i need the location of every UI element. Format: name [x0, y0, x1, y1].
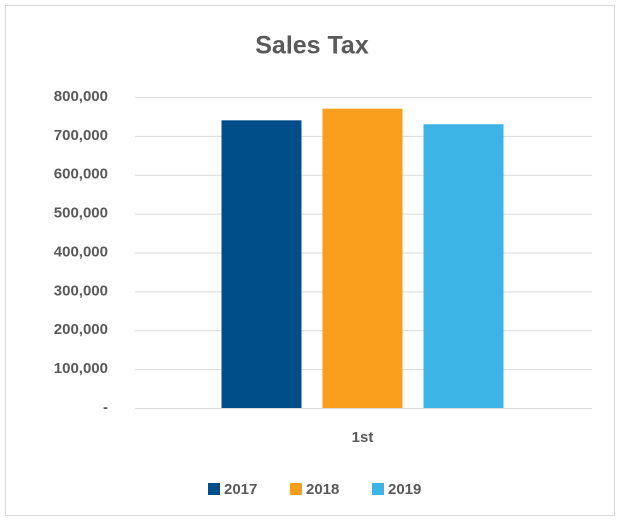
- y-tick-label: 100,000: [54, 360, 108, 377]
- y-tick-label: 500,000: [54, 205, 108, 222]
- chart-frame: [5, 5, 615, 516]
- bar: [423, 124, 504, 409]
- y-tick-label: 700,000: [54, 127, 108, 144]
- bar: [221, 120, 302, 408]
- legend-label: 2017: [224, 481, 257, 498]
- y-tick-label: -: [103, 399, 108, 416]
- bar: [322, 108, 403, 408]
- x-tick-label: 1st: [352, 429, 374, 446]
- y-tick-label: 200,000: [54, 321, 108, 338]
- legend-label: 2018: [306, 481, 339, 498]
- y-tick-label: 400,000: [54, 243, 108, 260]
- y-tick-label: 300,000: [54, 282, 108, 299]
- y-tick-label: 800,000: [54, 88, 108, 105]
- chart-title: Sales Tax: [255, 32, 369, 60]
- y-tick-label: 600,000: [54, 166, 108, 183]
- legend-swatch: [290, 483, 302, 495]
- legend-swatch: [208, 483, 220, 495]
- legend-swatch: [372, 483, 384, 495]
- legend-label: 2019: [388, 481, 421, 498]
